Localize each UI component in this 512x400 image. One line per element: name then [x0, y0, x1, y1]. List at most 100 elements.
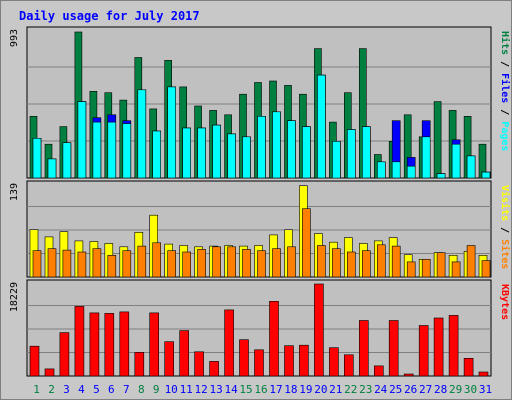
bar-pages-day-2: [47, 158, 57, 179]
legend-entry-hits: Hits: [499, 31, 511, 55]
x-tick-day-15: 15: [239, 383, 252, 396]
x-tick-day-8: 8: [138, 383, 145, 396]
bar-kbytes-day-12: [194, 351, 204, 377]
x-tick-day-2: 2: [48, 383, 55, 396]
bar-sites-day-2: [47, 248, 57, 278]
bar-kbytes-day-29: [448, 315, 459, 377]
x-tick-day-18: 18: [284, 383, 297, 396]
x-tick-day-20: 20: [314, 383, 327, 396]
bar-sites-day-7: [122, 250, 132, 278]
bar-sites-day-5: [92, 248, 102, 278]
bar-kbytes-day-7: [119, 311, 130, 377]
bar-kbytes-day-22: [343, 354, 354, 377]
x-tick-day-11: 11: [180, 383, 193, 396]
bar-pages-day-26: [406, 165, 416, 179]
bar-kbytes-day-1: [29, 345, 40, 377]
bar-sites-day-18: [287, 246, 296, 278]
x-tick-day-17: 17: [269, 383, 282, 396]
bar-pages-day-8: [137, 89, 147, 179]
legend-entry-files: Files: [499, 73, 511, 103]
x-tick-day-27: 27: [419, 383, 432, 396]
bar-kbytes-day-16: [254, 349, 264, 377]
x-tick-day-19: 19: [299, 383, 312, 396]
bar-kbytes-day-5: [89, 312, 100, 377]
bar-pages-day-17: [272, 111, 281, 179]
x-tick-day-3: 3: [63, 383, 70, 396]
bar-kbytes-day-11: [179, 330, 189, 377]
bar-sites-day-10: [167, 250, 176, 278]
bar-pages-day-22: [346, 129, 356, 179]
panel-bottom: 18229 KBytes: [9, 279, 510, 377]
bar-sites-day-31: [481, 260, 491, 278]
bar-kbytes-day-24: [373, 365, 384, 377]
bar-kbytes-day-27: [418, 325, 429, 377]
legend-entry-sites: Sites: [499, 239, 511, 269]
ymax-label-bottom: 18229: [9, 282, 20, 312]
bar-sites-day-8: [137, 245, 147, 278]
x-tick-day-9: 9: [153, 383, 160, 396]
bar-sites-day-9: [152, 242, 161, 278]
legend-middle: Visits / Sites: [499, 185, 511, 269]
bar-sites-day-13: [212, 246, 221, 278]
bar-sites-day-27: [421, 258, 431, 278]
bar-kbytes-day-8: [134, 351, 145, 377]
bar-pages-day-7: [122, 123, 132, 179]
bar-sites-day-25: [391, 245, 401, 278]
bar-pages-day-31: [481, 171, 491, 179]
x-tick-day-5: 5: [93, 383, 100, 396]
x-tick-day-24: 24: [374, 383, 388, 396]
bar-pages-day-29: [451, 143, 461, 179]
x-tick-day-22: 22: [344, 383, 357, 396]
bar-sites-day-24: [376, 244, 386, 278]
bar-sites-day-4: [77, 251, 87, 278]
legend-separator: /: [499, 55, 510, 73]
bar-pages-day-18: [287, 120, 296, 179]
bar-pages-day-23: [361, 126, 371, 179]
x-tick-day-29: 29: [449, 383, 462, 396]
x-tick-day-16: 16: [254, 383, 267, 396]
bar-pages-day-6: [107, 121, 117, 179]
bar-kbytes-day-2: [44, 368, 55, 377]
bar-pages-day-5: [92, 121, 102, 179]
x-tick-day-7: 7: [123, 383, 130, 396]
x-tick-day-1: 1: [33, 383, 40, 396]
bar-kbytes-day-17: [269, 300, 279, 377]
x-tick-day-13: 13: [209, 383, 222, 396]
bar-hits-day-28: [433, 101, 442, 179]
x-tick-day-28: 28: [434, 383, 447, 396]
bar-sites-day-15: [242, 249, 251, 278]
ymax-label-top: 993: [9, 29, 20, 47]
bar-kbytes-day-10: [164, 341, 174, 377]
bar-kbytes-day-31: [478, 371, 489, 377]
bar-sites-day-23: [361, 250, 371, 278]
bar-pages-day-27: [421, 136, 431, 179]
bar-sites-day-16: [257, 250, 266, 278]
bar-sites-day-6: [107, 255, 117, 278]
bar-kbytes-day-23: [358, 320, 369, 377]
bar-pages-day-11: [182, 127, 191, 179]
bar-sites-day-19: [302, 208, 311, 278]
bar-sites-day-26: [406, 261, 416, 278]
x-tick-day-6: 6: [108, 383, 115, 396]
bar-sites-day-17: [272, 248, 281, 278]
bar-sites-day-11: [182, 251, 191, 278]
bar-sites-day-12: [197, 249, 206, 278]
x-tick-day-14: 14: [224, 383, 238, 396]
bar-kbytes-day-6: [104, 313, 115, 377]
bar-kbytes-day-4: [74, 306, 85, 377]
bar-pages-day-16: [257, 116, 266, 179]
bar-kbytes-day-26: [403, 373, 414, 377]
bar-kbytes-day-30: [463, 357, 474, 377]
panel-top: 993 Hits / Files / Pages: [9, 26, 511, 179]
bar-kbytes-day-18: [284, 345, 294, 377]
bar-pages-day-3: [62, 142, 72, 179]
bar-kbytes-day-25: [388, 320, 399, 377]
bar-pages-day-4: [77, 101, 87, 179]
bar-pages-day-13: [212, 124, 221, 179]
bar-pages-day-30: [466, 155, 476, 179]
bar-pages-day-21: [332, 141, 341, 179]
bar-kbytes-day-28: [433, 317, 444, 377]
panel-middle: 139 Visits / Sites: [9, 180, 511, 278]
